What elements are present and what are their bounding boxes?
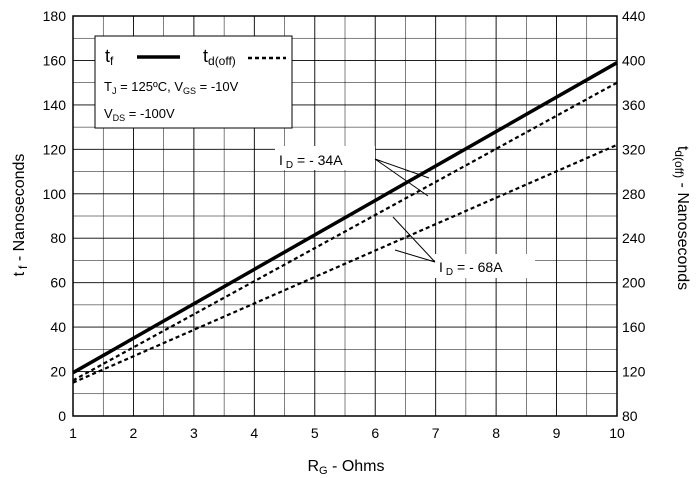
- legend: tf td(off) TJ = 125ºC, VGS = -10V VDS = …: [94, 35, 293, 129]
- annotation-id34-arrow-lower: [374, 158, 429, 197]
- legend-tdoff-label: td(off): [203, 46, 236, 68]
- legend-tf-label: tf: [105, 46, 114, 68]
- x-tick-label: 7: [432, 425, 440, 441]
- y-right-tick-label: 240: [622, 230, 646, 246]
- y-left-tick-label: 20: [50, 364, 66, 380]
- annotation-id68-arrow-upper: [392, 216, 436, 263]
- y-right-tick-label: 280: [622, 186, 646, 202]
- x-tick-label: 1: [69, 425, 77, 441]
- y-left-tick-label: 80: [50, 230, 66, 246]
- y-left-tick-label: 100: [43, 186, 67, 202]
- legend-box: [94, 35, 293, 129]
- y-left-axis-title: tf - Nanoseconds: [11, 154, 30, 277]
- annotation-id68-arrow-lower: [394, 249, 436, 263]
- x-axis-title: RG - Ohms: [307, 458, 384, 477]
- y-left-tick-label: 0: [58, 408, 66, 424]
- series-line-1: [72, 61, 618, 375]
- y-right-tick-label: 80: [622, 408, 638, 424]
- annotation-id34-arrow-upper: [374, 158, 430, 179]
- x-tick-label: 6: [371, 425, 379, 441]
- annotation-id34-box: [275, 146, 375, 170]
- y-left-tick-label: 120: [43, 141, 67, 157]
- series-lines: [72, 61, 618, 384]
- y-right-tick-label: 200: [622, 275, 646, 291]
- plot-frame: [72, 15, 618, 417]
- tick-labels: 1 2 3 4 5 6 7 8 9 1002040608010012014016018080120…: [43, 8, 646, 441]
- x-tick-label: 3: [190, 425, 198, 441]
- y-left-tick-label: 160: [43, 52, 67, 68]
- legend-conditions-1: TJ = 125ºC, VGS = -10V: [104, 79, 239, 96]
- y-right-tick-label: 360: [622, 97, 646, 113]
- series-line-3: [72, 143, 618, 384]
- x-tick-label: 2: [130, 425, 138, 441]
- y-left-tick-label: 40: [50, 319, 66, 335]
- x-tick-label: 8: [492, 425, 500, 441]
- y-left-tick-label: 180: [43, 8, 67, 24]
- x-tick-label: 4: [250, 425, 258, 441]
- x-tick-label: 9: [553, 425, 561, 441]
- y-right-tick-label: 440: [622, 8, 646, 24]
- x-tick-label: 5: [311, 425, 319, 441]
- series-line-2: [72, 81, 618, 382]
- y-right-axis-title: td(off) - Nanoseconds: [672, 146, 691, 290]
- y-right-tick-label: 400: [622, 52, 646, 68]
- y-right-tick-label: 160: [622, 319, 646, 335]
- x-tick-label: 10: [609, 425, 625, 441]
- y-left-tick-label: 140: [43, 97, 67, 113]
- y-left-tick-label: 60: [50, 275, 66, 291]
- y-right-tick-label: 320: [622, 141, 646, 157]
- annotation-id68-box: [435, 254, 535, 278]
- legend-conditions-2: VDS = -100V: [104, 106, 175, 123]
- y-right-tick-label: 120: [622, 364, 646, 380]
